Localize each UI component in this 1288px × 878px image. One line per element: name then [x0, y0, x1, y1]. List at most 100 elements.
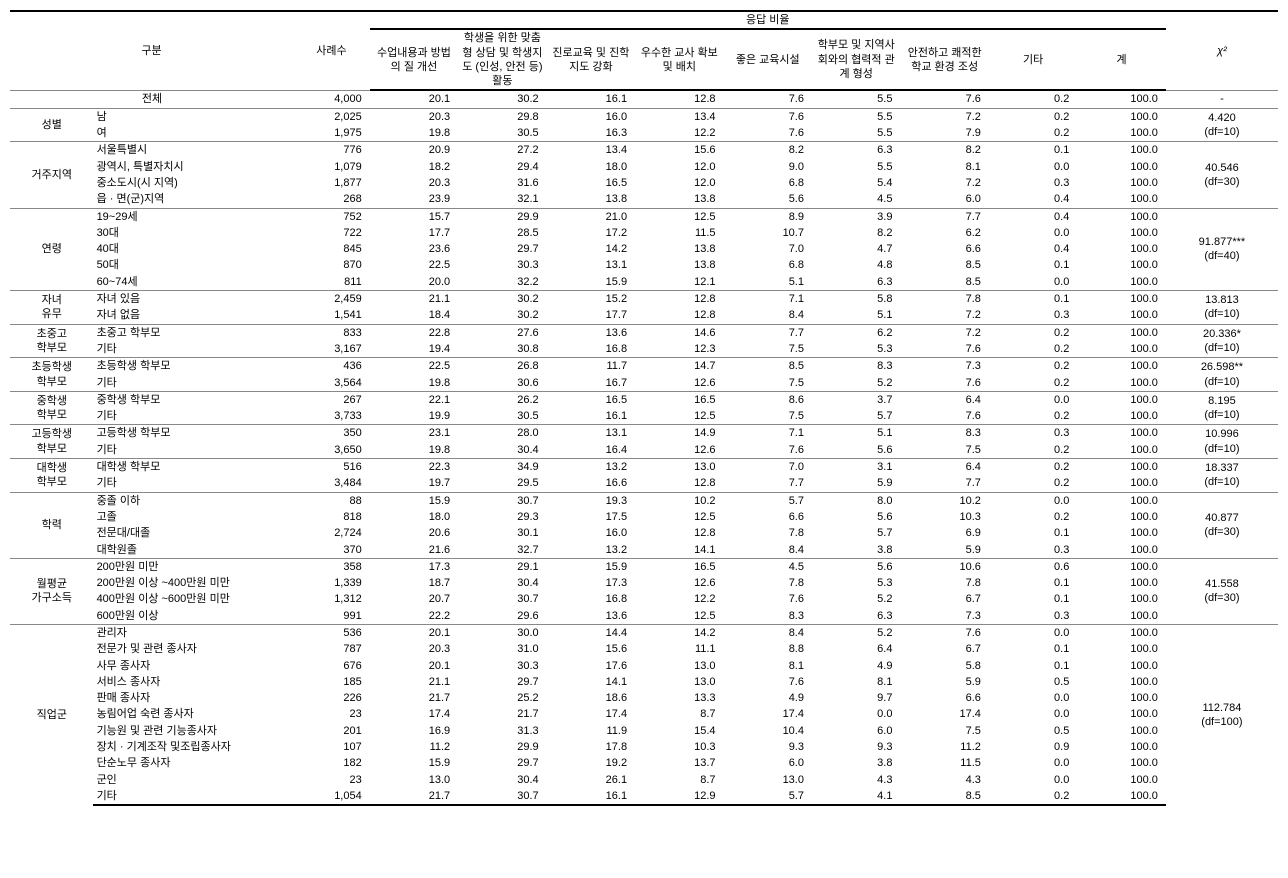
- value-cell: 4.7: [812, 241, 900, 257]
- subcategory-cell: 전문대/대졸: [93, 525, 294, 541]
- n-cell: 267: [293, 391, 370, 408]
- value-cell: 12.6: [635, 442, 723, 459]
- value-cell: 5.8: [812, 291, 900, 308]
- n-cell: 107: [293, 739, 370, 755]
- value-cell: 16.1: [547, 90, 635, 108]
- value-cell: 100.0: [1077, 175, 1166, 191]
- value-cell: 16.7: [547, 375, 635, 392]
- survey-crosstab: 구분 사례수 응답 비율 χ² 수업내용과 방법의 질 개선 학생을 위한 맞춤…: [10, 10, 1278, 806]
- value-cell: 7.5: [724, 341, 812, 358]
- chi-square-cell: 40.877 (df=30): [1166, 492, 1278, 558]
- value-cell: 0.0: [989, 159, 1077, 175]
- value-cell: 7.0: [724, 241, 812, 257]
- value-cell: 12.8: [635, 525, 723, 541]
- value-cell: 30.3: [458, 257, 546, 273]
- value-cell: 23.6: [370, 241, 458, 257]
- subcategory-cell: 군인: [93, 772, 294, 788]
- value-cell: 5.2: [812, 375, 900, 392]
- value-cell: 20.1: [370, 658, 458, 674]
- value-cell: 100.0: [1077, 425, 1166, 442]
- category-cell: 월평균 가구소득: [10, 558, 93, 624]
- category-cell: 거주지역: [10, 142, 93, 208]
- value-cell: 0.9: [989, 739, 1077, 755]
- value-cell: 100.0: [1077, 492, 1166, 509]
- chi-square-cell: 10.996 (df=10): [1166, 425, 1278, 459]
- value-cell: 13.1: [547, 425, 635, 442]
- value-cell: 3.8: [812, 542, 900, 559]
- value-cell: 0.1: [989, 641, 1077, 657]
- n-cell: 833: [293, 324, 370, 341]
- n-cell: 1,079: [293, 159, 370, 175]
- value-cell: 17.2: [547, 225, 635, 241]
- value-cell: 29.6: [458, 608, 546, 625]
- n-cell: 23: [293, 772, 370, 788]
- value-cell: 12.8: [635, 90, 723, 108]
- value-cell: 100.0: [1077, 674, 1166, 690]
- value-cell: 20.0: [370, 274, 458, 291]
- subcategory-cell: 서울특별시: [93, 142, 294, 159]
- value-cell: 100.0: [1077, 375, 1166, 392]
- value-cell: 30.5: [458, 125, 546, 142]
- value-cell: 100.0: [1077, 391, 1166, 408]
- value-cell: 12.0: [635, 159, 723, 175]
- value-cell: 16.8: [547, 591, 635, 607]
- value-cell: 9.0: [724, 159, 812, 175]
- subcategory-cell: 단순노무 종사자: [93, 755, 294, 771]
- category-cell: 초등학생 학부모: [10, 358, 93, 392]
- value-cell: 4.1: [812, 788, 900, 805]
- value-cell: 7.1: [724, 425, 812, 442]
- value-cell: 100.0: [1077, 341, 1166, 358]
- value-cell: 5.4: [812, 175, 900, 191]
- value-cell: 100.0: [1077, 558, 1166, 575]
- n-cell: 226: [293, 690, 370, 706]
- value-cell: 6.7: [900, 591, 988, 607]
- value-cell: 0.2: [989, 341, 1077, 358]
- value-cell: 100.0: [1077, 274, 1166, 291]
- subcategory-cell: 기타: [93, 475, 294, 492]
- n-cell: 4,000: [293, 90, 370, 108]
- value-cell: 15.9: [370, 755, 458, 771]
- category-cell: 직업군: [10, 624, 93, 805]
- subcategory-cell: 장치 · 기계조작 및조립종사자: [93, 739, 294, 755]
- n-cell: 3,484: [293, 475, 370, 492]
- value-cell: 100.0: [1077, 772, 1166, 788]
- table-row: 기타3,65019.830.416.412.67.65.67.50.2100.0: [10, 442, 1278, 459]
- value-cell: 100.0: [1077, 307, 1166, 324]
- value-cell: 6.0: [900, 191, 988, 208]
- value-cell: 8.4: [724, 542, 812, 559]
- value-cell: 20.1: [370, 90, 458, 108]
- value-cell: 21.1: [370, 291, 458, 308]
- value-cell: 28.0: [458, 425, 546, 442]
- value-cell: 30.2: [458, 291, 546, 308]
- value-cell: 0.6: [989, 558, 1077, 575]
- value-cell: 30.5: [458, 408, 546, 425]
- value-cell: 12.8: [635, 475, 723, 492]
- subcategory-cell: 자녀 있음: [93, 291, 294, 308]
- value-cell: 8.5: [900, 274, 988, 291]
- col-n: 사례수: [293, 11, 370, 90]
- value-cell: 8.4: [724, 624, 812, 641]
- category-cell: 중학생 학부모: [10, 391, 93, 425]
- subcategory-cell: 서비스 종사자: [93, 674, 294, 690]
- value-cell: 13.7: [635, 755, 723, 771]
- value-cell: 100.0: [1077, 159, 1166, 175]
- table-row: 여1,97519.830.516.312.27.65.57.90.2100.0: [10, 125, 1278, 142]
- n-cell: 787: [293, 641, 370, 657]
- col-resp-8: 계: [1077, 29, 1166, 90]
- value-cell: 17.4: [547, 706, 635, 722]
- value-cell: 4.5: [724, 558, 812, 575]
- value-cell: 13.8: [635, 191, 723, 208]
- value-cell: 7.6: [900, 341, 988, 358]
- value-cell: 100.0: [1077, 575, 1166, 591]
- value-cell: 7.8: [724, 525, 812, 541]
- value-cell: 13.0: [635, 674, 723, 690]
- value-cell: 29.9: [458, 739, 546, 755]
- table-row: 성별남2,02520.329.816.013.47.65.57.20.2100.…: [10, 108, 1278, 125]
- value-cell: 15.6: [635, 142, 723, 159]
- value-cell: 17.3: [370, 558, 458, 575]
- value-cell: 100.0: [1077, 291, 1166, 308]
- value-cell: 16.6: [547, 475, 635, 492]
- table-row: 60~74세81120.032.215.912.15.16.38.50.0100…: [10, 274, 1278, 291]
- table-row: 대학생 학부모대학생 학부모51622.334.913.213.07.03.16…: [10, 459, 1278, 476]
- value-cell: 12.6: [635, 575, 723, 591]
